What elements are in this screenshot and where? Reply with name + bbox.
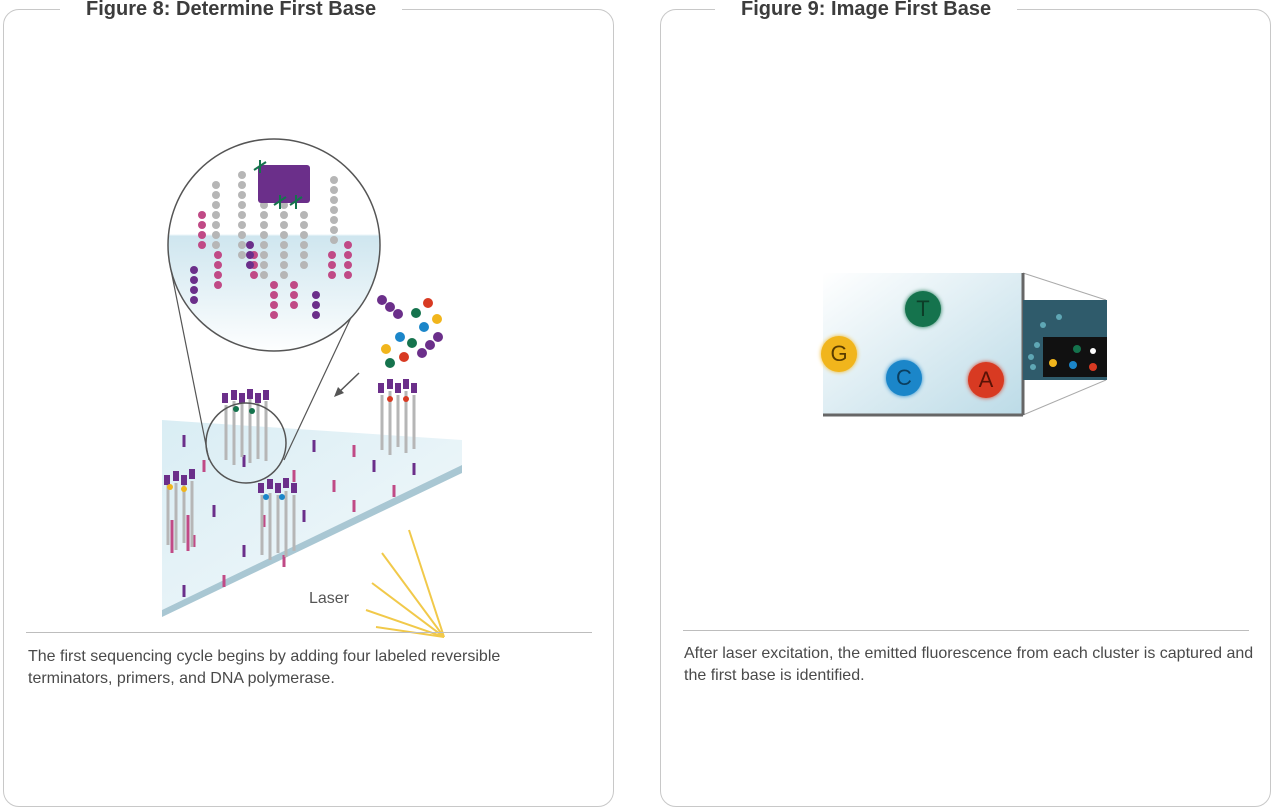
base-a-circle: A: [968, 362, 1004, 398]
cluster-right: [378, 379, 417, 455]
base-t-label: T: [916, 296, 930, 321]
base-t-circle: T: [905, 291, 941, 327]
figure-8-title: Figure 8: Determine First Base: [60, 0, 403, 20]
flow-cell-surface: [162, 420, 462, 610]
free-nucleotides: [377, 295, 443, 368]
base-g-circle: G: [821, 336, 857, 372]
zoom-circle-outline: [167, 138, 381, 352]
laser-beams: [365, 529, 445, 638]
image-first-base-illustration: [823, 272, 1107, 417]
zoom-fluor-labels: [253, 160, 303, 209]
base-c-circle: C: [886, 360, 922, 396]
zoom-strands: [212, 171, 338, 279]
zoom-pink-strands: [198, 211, 352, 319]
base-c-label: C: [896, 365, 912, 390]
cluster-lower: [258, 478, 297, 560]
zoom-magnified-view: [168, 139, 380, 351]
figure-8-caption: The first sequencing cycle begins by add…: [28, 648, 501, 687]
figure-8-panel: Figure 8: Determine First Base: [3, 0, 614, 807]
base-a-label: A: [978, 367, 994, 392]
laser-label: Laser: [309, 590, 350, 607]
zoom-purple-blocks: [190, 165, 320, 319]
figure-9-title: Figure 9: Image First Base: [715, 0, 1018, 20]
sequencing-cycle-illustration: [162, 138, 462, 638]
cluster-middle: [222, 389, 269, 465]
figure-9-divider: [683, 630, 1249, 631]
figure-8-divider: [26, 632, 592, 633]
surface-primers: [182, 435, 416, 597]
cluster-left: [164, 469, 195, 553]
figure-9-caption: After laser excitation, the emitted fluo…: [684, 645, 1254, 684]
arrow-icon: [334, 372, 360, 397]
figure-9-panel: Figure 9: Image First Base T G C: [660, 0, 1271, 807]
base-g-label: G: [830, 341, 848, 366]
